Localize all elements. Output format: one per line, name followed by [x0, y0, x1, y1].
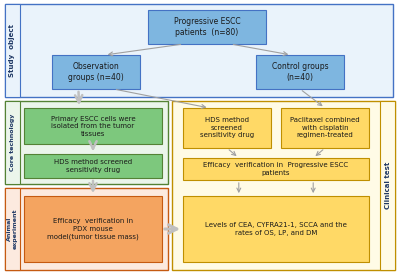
FancyBboxPatch shape — [5, 101, 20, 184]
Text: Study  object: Study object — [10, 24, 16, 77]
Text: Efficacy  verification in
PDX mouse
model(tumor tissue mass): Efficacy verification in PDX mouse model… — [47, 218, 139, 240]
Text: Primary ESCC cells were
isolated from the tumor
tissues: Primary ESCC cells were isolated from th… — [51, 116, 135, 136]
Text: Levels of CEA, CYFRA21-1, SCCA and the
rates of OS, LP, and DM: Levels of CEA, CYFRA21-1, SCCA and the r… — [205, 222, 347, 236]
FancyBboxPatch shape — [281, 108, 369, 148]
FancyBboxPatch shape — [24, 154, 162, 178]
Text: HDS method screened
sensitivity drug: HDS method screened sensitivity drug — [54, 159, 132, 173]
FancyBboxPatch shape — [5, 101, 168, 184]
Text: Animal
experiment: Animal experiment — [7, 209, 18, 249]
Text: Control groups
(n=40): Control groups (n=40) — [272, 62, 328, 82]
FancyBboxPatch shape — [380, 101, 395, 270]
FancyBboxPatch shape — [5, 4, 20, 97]
Text: Observation
groups (n=40): Observation groups (n=40) — [68, 62, 124, 82]
FancyBboxPatch shape — [52, 55, 140, 89]
FancyBboxPatch shape — [24, 108, 162, 144]
FancyBboxPatch shape — [256, 55, 344, 89]
Text: Paclitaxel combined
with cisplatin
regimen-treated: Paclitaxel combined with cisplatin regim… — [290, 117, 360, 139]
Text: Progressive ESCC
patients  (n=80): Progressive ESCC patients (n=80) — [174, 17, 240, 37]
Text: Clinical test: Clinical test — [384, 162, 390, 209]
FancyBboxPatch shape — [183, 158, 369, 180]
FancyBboxPatch shape — [183, 196, 369, 262]
FancyBboxPatch shape — [24, 196, 162, 262]
Text: Efficacy  verification in  Progressive ESCC
patients: Efficacy verification in Progressive ESC… — [204, 162, 348, 176]
FancyBboxPatch shape — [5, 188, 168, 270]
FancyBboxPatch shape — [183, 108, 271, 148]
FancyBboxPatch shape — [148, 10, 266, 44]
Text: HDS method
screened
sensitivity drug: HDS method screened sensitivity drug — [200, 117, 254, 139]
FancyBboxPatch shape — [172, 101, 395, 270]
FancyBboxPatch shape — [5, 188, 20, 270]
FancyBboxPatch shape — [5, 4, 393, 97]
Text: Core technology: Core technology — [10, 114, 15, 171]
